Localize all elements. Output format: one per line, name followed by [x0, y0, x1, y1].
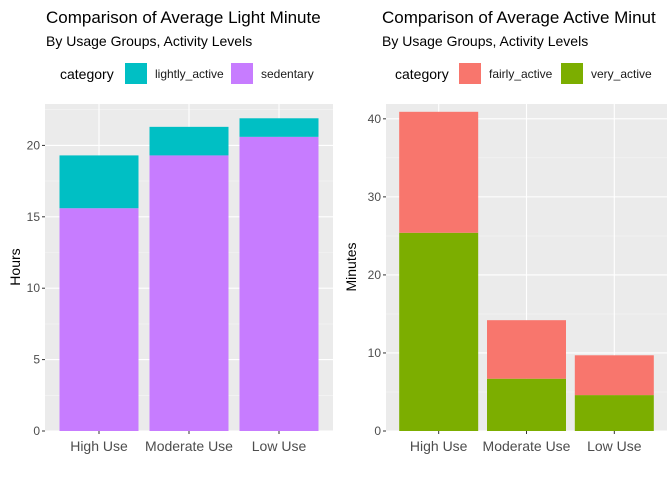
- x-tick-label: High Use: [410, 438, 468, 454]
- bar-fairly-active-high-use: [399, 111, 479, 233]
- y-tick-label: 15: [27, 210, 41, 224]
- chart-right-x-ticks: High Use Moderate Use Low Use: [410, 431, 642, 454]
- x-tick-label: Moderate Use: [483, 438, 571, 454]
- chart-left-y-ticks: 0 5 10 15 20: [27, 138, 45, 438]
- bar-fairly-active-moderate-use: [487, 320, 566, 379]
- bar-sedentary-low-use: [239, 136, 319, 432]
- legend-key-very-active: [561, 63, 583, 84]
- chart-left: Comparison of Average Light Minute By Us…: [7, 8, 333, 454]
- bar-very-active-high-use: [399, 232, 479, 431]
- chart-right-y-ticks: 0 10 20 30 40: [368, 112, 386, 438]
- chart-right: Comparison of Average Active Minut By Us…: [343, 8, 667, 454]
- legend-key-fairly-active: [459, 63, 481, 84]
- chart-left-subtitle: By Usage Groups, Activity Levels: [46, 33, 252, 49]
- chart-left-bars: [59, 118, 319, 432]
- legend-label-sedentary: sedentary: [261, 67, 314, 81]
- chart-right-title: Comparison of Average Active Minut: [382, 8, 656, 27]
- bar-fairly-active-low-use: [574, 355, 654, 396]
- bar-sedentary-high-use: [59, 208, 139, 431]
- chart-right-legend: category fairly_active very_active: [395, 63, 652, 84]
- bar-lightly-active-high-use: [59, 155, 139, 209]
- y-tick-label: 20: [27, 138, 41, 152]
- x-tick-label: Low Use: [587, 438, 642, 454]
- chart-left-legend-title: category: [60, 66, 114, 82]
- chart-right-y-axis-title: Minutes: [343, 242, 359, 291]
- chart-left-legend: category lightly_active sedentary: [60, 63, 314, 84]
- y-tick-label: 30: [368, 190, 382, 204]
- chart-right-subtitle: By Usage Groups, Activity Levels: [382, 33, 588, 49]
- chart-left-title: Comparison of Average Light Minute: [46, 8, 321, 27]
- y-tick-label: 5: [33, 353, 40, 367]
- y-tick-label: 0: [374, 424, 381, 438]
- y-tick-label: 40: [368, 112, 382, 126]
- y-tick-label: 10: [368, 346, 382, 360]
- chart-right-bars: [399, 111, 654, 431]
- y-tick-label: 0: [33, 424, 40, 438]
- bar-sedentary-moderate-use: [149, 155, 229, 431]
- x-tick-label: High Use: [70, 438, 128, 454]
- y-tick-label: 20: [368, 268, 382, 282]
- y-tick-label: 10: [27, 281, 41, 295]
- bar-very-active-low-use: [574, 395, 654, 431]
- x-tick-label: Low Use: [252, 438, 307, 454]
- bar-lightly-active-low-use: [239, 118, 319, 137]
- bar-lightly-active-moderate-use: [149, 126, 229, 156]
- bar-very-active-moderate-use: [487, 378, 566, 431]
- chart-right-legend-title: category: [395, 66, 449, 82]
- chart-left-x-ticks: High Use Moderate Use Low Use: [70, 431, 306, 454]
- x-tick-label: Moderate Use: [145, 438, 233, 454]
- legend-label-fairly-active: fairly_active: [489, 67, 553, 81]
- legend-key-lightly-active: [125, 63, 147, 84]
- legend-key-sedentary: [231, 63, 253, 84]
- legend-label-very-active: very_active: [591, 67, 652, 81]
- legend-label-lightly-active: lightly_active: [155, 67, 224, 81]
- chart-left-y-axis-title: Hours: [7, 248, 23, 285]
